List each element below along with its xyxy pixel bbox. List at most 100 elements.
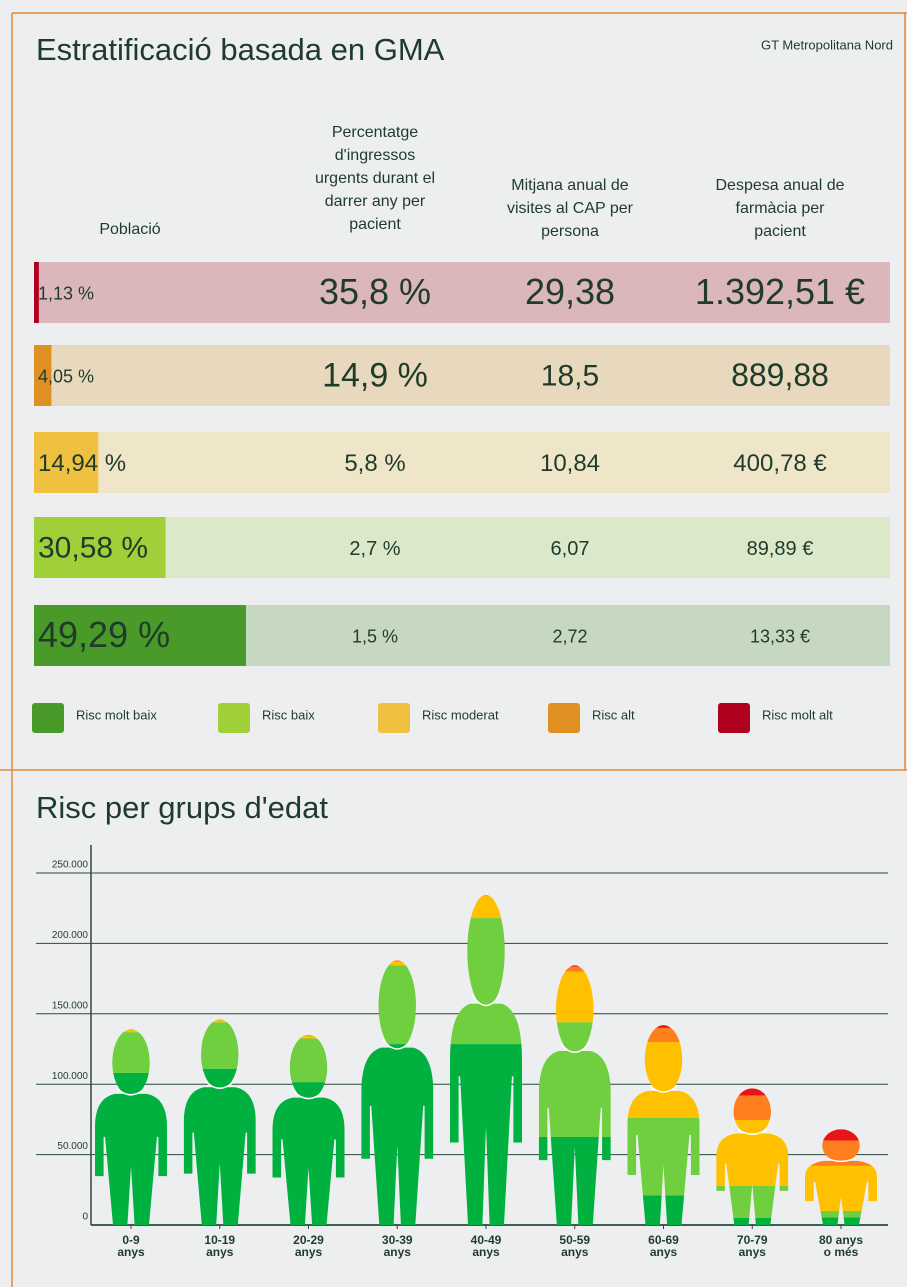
segment <box>361 961 434 966</box>
neck-line <box>204 1080 235 1090</box>
legend-swatch <box>718 703 750 733</box>
neck-line <box>826 1157 856 1163</box>
x-tick-label: 80 anys <box>819 1233 863 1247</box>
column-header: d'ingressos <box>335 147 415 164</box>
pharmacy-value: 13,33 € <box>750 626 810 646</box>
legend-label: Risc molt alt <box>762 707 833 722</box>
legend-swatch <box>548 703 580 733</box>
population-bar <box>34 345 52 406</box>
y-tick-label: 50.000 <box>57 1141 88 1152</box>
legend-label: Risc baix <box>262 707 315 722</box>
segment <box>627 1025 700 1028</box>
legend-swatch <box>218 703 250 733</box>
x-tick-label: anys <box>472 1245 500 1259</box>
visits-value: 18,5 <box>541 359 599 392</box>
x-tick-label: anys <box>206 1245 234 1259</box>
segment <box>716 1088 789 1096</box>
pharmacy-value: 1.392,51 € <box>695 271 865 312</box>
column-header: Percentatge <box>332 124 418 141</box>
x-tick-label: anys <box>295 1245 323 1259</box>
segment <box>272 1034 345 1036</box>
segment <box>183 1020 256 1023</box>
region: GT Metropolitana Nord <box>761 37 893 52</box>
column-header: pacient <box>349 216 401 233</box>
segment <box>95 1029 167 1030</box>
x-tick-label: 50-59 <box>559 1233 590 1247</box>
segment <box>538 965 611 967</box>
column-header: Població <box>99 221 160 238</box>
title: Estratificació basada en GMA <box>36 32 445 67</box>
neck-line <box>470 993 502 1007</box>
y-tick-label: 150.000 <box>52 1000 89 1011</box>
x-tick-label: 0-9 <box>122 1233 140 1247</box>
column-header: urgents durant el <box>315 170 435 187</box>
pharmacy-value: 400,78 € <box>733 450 827 477</box>
column-header: farmàcia per <box>736 200 826 217</box>
row-background <box>34 345 890 406</box>
population-bar <box>34 517 166 578</box>
visits-value: 2,72 <box>552 626 587 646</box>
y-tick-label: 200.000 <box>52 930 89 941</box>
legend-label: Risc alt <box>592 707 635 722</box>
x-tick-label: 30-39 <box>382 1233 413 1247</box>
column-header: darrer any per <box>325 193 426 210</box>
x-tick-label: 60-69 <box>648 1233 679 1247</box>
x-tick-label: anys <box>650 1245 678 1259</box>
urgent-value: 1,5 % <box>352 626 398 646</box>
segment <box>361 960 434 962</box>
x-tick-label: anys <box>561 1245 589 1259</box>
population-label: 49,29 % <box>38 614 170 655</box>
x-tick-label: 70-79 <box>737 1233 768 1247</box>
x-tick-label: o més <box>824 1245 859 1259</box>
y-tick-label: 100.000 <box>52 1071 89 1082</box>
segment <box>183 1019 256 1021</box>
column-header: pacient <box>754 223 806 240</box>
urgent-value: 14,9 % <box>322 356 428 394</box>
x-tick-label: anys <box>739 1245 767 1259</box>
visits-value: 10,84 <box>540 450 600 477</box>
population-bar <box>34 262 39 323</box>
population-label: 30,58 % <box>38 531 148 564</box>
segment <box>95 1029 167 1033</box>
segment <box>272 1035 345 1039</box>
population-bar <box>34 605 246 666</box>
urgent-value: 35,8 % <box>319 271 431 312</box>
pharmacy-value: 889,88 <box>731 357 829 393</box>
x-tick-label: 10-19 <box>204 1233 235 1247</box>
neck-line <box>293 1091 324 1100</box>
legend-swatch <box>378 703 410 733</box>
neck-line <box>116 1087 146 1096</box>
neck-line <box>559 1042 590 1053</box>
population-label: 14,94 % <box>38 450 126 477</box>
segment <box>805 1129 877 1141</box>
population-label: 1,13 % <box>38 283 94 303</box>
chart-title: Risc per grups d'edat <box>36 790 328 825</box>
legend-label: Risc moderat <box>422 707 499 722</box>
x-tick-label: 20-29 <box>293 1233 324 1247</box>
y-tick-label: 250.000 <box>52 860 89 871</box>
population-bar <box>34 432 99 493</box>
row-background <box>34 432 890 493</box>
column-header: persona <box>541 223 599 240</box>
neck-line <box>737 1128 768 1135</box>
neck-line <box>382 1039 413 1050</box>
urgent-value: 5,8 % <box>344 450 405 477</box>
neck-line <box>648 1084 679 1093</box>
legend-swatch <box>32 703 64 733</box>
segment <box>450 894 522 896</box>
column-header: Despesa anual de <box>716 177 845 194</box>
segment <box>538 966 611 972</box>
population-label: 4,05 % <box>38 366 94 386</box>
column-header: Mitjana anual de <box>511 177 629 194</box>
pharmacy-value: 89,89 € <box>747 538 814 560</box>
visits-value: 6,07 <box>551 538 590 560</box>
x-tick-label: anys <box>117 1245 145 1259</box>
visits-value: 29,38 <box>525 271 615 312</box>
column-header: visites al CAP per <box>507 200 634 217</box>
y-tick-label: 0 <box>82 1212 88 1223</box>
row-background <box>34 262 890 323</box>
row-background <box>34 517 890 578</box>
legend-label: Risc molt baix <box>76 707 157 722</box>
urgent-value: 2,7 % <box>349 538 400 560</box>
